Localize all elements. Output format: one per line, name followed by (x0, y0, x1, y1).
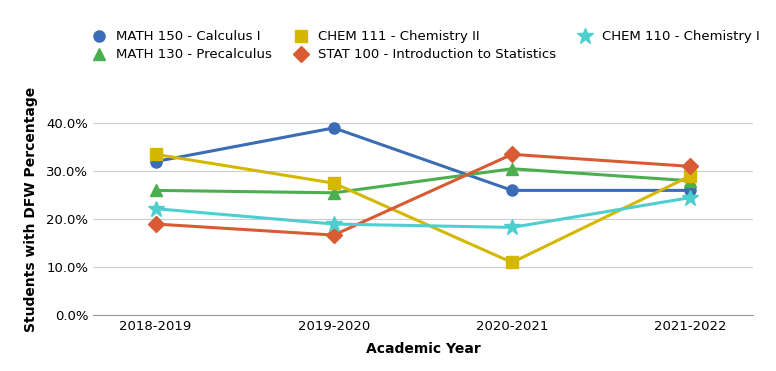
Y-axis label: Students with DFW Percentage: Students with DFW Percentage (24, 87, 38, 332)
Legend: MATH 150 - Calculus I, MATH 130 - Precalculus, CHEM 111 - Chemistry II, STAT 100: MATH 150 - Calculus I, MATH 130 - Precal… (85, 30, 760, 61)
X-axis label: Academic Year: Academic Year (365, 342, 480, 355)
